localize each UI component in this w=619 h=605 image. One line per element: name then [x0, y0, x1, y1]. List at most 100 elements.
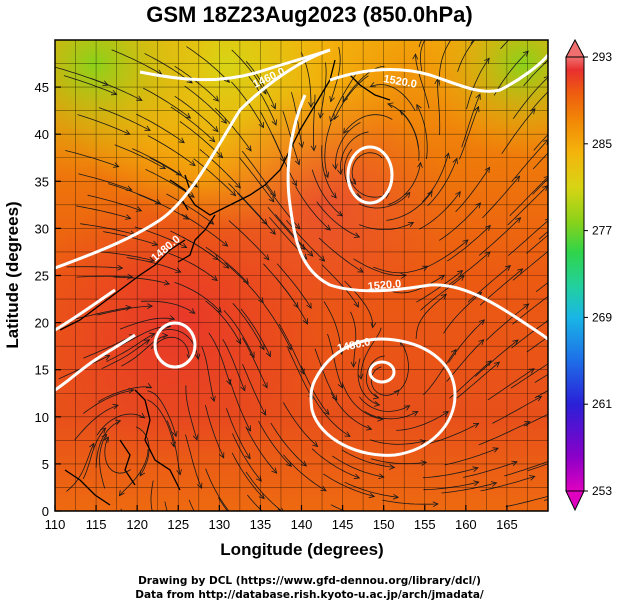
streamline: [461, 94, 481, 148]
streamline-arrow: [427, 190, 433, 197]
streamline: [508, 220, 548, 256]
streamline-arrow: [260, 409, 267, 416]
streamline-arrow: [265, 350, 271, 358]
streamline-arrow: [420, 460, 428, 466]
streamline: [66, 443, 95, 492]
streamline-arrow: [143, 339, 151, 345]
y-tick-label: 15: [35, 363, 49, 378]
streamline-arrow: [136, 95, 143, 101]
data-source: Data from http://database.rish.kyoto-u.a…: [135, 589, 484, 601]
streamline-arrow: [450, 34, 455, 40]
x-tick-label: 165: [496, 517, 518, 532]
streamline-arrow: [475, 202, 482, 209]
streamline-arrow: [555, 492, 561, 497]
streamline: [287, 348, 314, 399]
streamline: [535, 281, 548, 293]
streamline-arrow: [100, 427, 107, 434]
streamline: [223, 310, 255, 358]
streamline: [511, 320, 548, 349]
streamline: [527, 463, 548, 472]
streamline: [208, 332, 231, 385]
streamline: [201, 346, 215, 402]
colorbar: 293 285 277 269 261 253: [565, 38, 612, 512]
chart-title: GSM 18Z23Aug2023 (850.0hPa): [146, 2, 473, 27]
streamline: [98, 386, 152, 402]
x-tick-label: 130: [208, 517, 230, 532]
streamline-arrow: [163, 279, 171, 286]
streamline: [76, 205, 131, 219]
streamline: [205, 300, 242, 344]
streamline-arrow: [226, 378, 232, 386]
streamline-arrow: [452, 157, 458, 165]
colorbar-label: 293: [592, 50, 612, 64]
streamline: [370, 84, 416, 112]
streamline: [149, 157, 198, 188]
streamline: [193, 158, 236, 196]
streamline-arrow: [491, 481, 498, 487]
streamline-arrow: [159, 163, 167, 170]
streamline: [106, 333, 155, 362]
streamline-arrow: [337, 168, 343, 176]
streamline-arrow: [323, 171, 330, 179]
y-tick-label: 10: [35, 410, 49, 425]
streamline-arrow: [522, 50, 529, 57]
streamline: [318, 237, 364, 273]
y-tick-label: 45: [35, 80, 49, 95]
colorbar-label: 269: [592, 310, 612, 324]
streamline-arrow: [269, 228, 276, 235]
streamline-arrow: [222, 240, 229, 247]
x-tick-label: 140: [291, 517, 313, 532]
colorbar-bottom-arrow: [565, 490, 585, 512]
colorbar-label: 277: [592, 224, 612, 238]
streamline-arrow: [300, 460, 307, 467]
streamline-arrow: [230, 190, 237, 197]
streamline: [444, 447, 499, 466]
y-axis-label: Latitude (degrees): [3, 201, 22, 348]
streamline: [438, 202, 481, 241]
streamline-arrow: [320, 534, 326, 539]
streamline: [448, 319, 485, 363]
streamline: [533, 133, 548, 151]
streamline-arrow: [407, 221, 415, 228]
streamline: [430, 40, 432, 42]
streamline: [534, 373, 548, 383]
streamline: [511, 139, 548, 182]
streamline: [283, 402, 318, 447]
streamline-arrow: [170, 441, 176, 448]
streamline-arrow: [294, 223, 301, 230]
colorbar-label: 285: [592, 137, 612, 151]
streamline: [351, 152, 383, 185]
streamline-arrow: [323, 408, 330, 416]
streamline: [419, 40, 426, 72]
streamline-arrow: [353, 301, 359, 308]
streamline: [114, 144, 166, 169]
streamline: [399, 110, 420, 161]
streamline-arrow: [416, 103, 422, 111]
streamline: [330, 504, 346, 511]
streamline-arrow: [242, 277, 249, 285]
streamline: [316, 201, 360, 238]
streamline-arrow: [101, 433, 108, 440]
streamline-arrow: [219, 452, 225, 459]
streamline: [480, 476, 535, 492]
streamline-arrow: [387, 102, 394, 108]
streamline: [247, 494, 263, 511]
streamline: [113, 276, 170, 285]
streamline: [174, 65, 219, 102]
streamline-arrow: [399, 109, 406, 116]
streamline-arrow: [234, 182, 242, 189]
streamline: [276, 263, 312, 309]
streamline: [457, 40, 476, 72]
streamline-arrow: [551, 315, 557, 320]
streamline: [509, 176, 548, 217]
streamline: [392, 274, 445, 294]
streamline: [369, 439, 426, 445]
streamline: [441, 482, 497, 494]
streamline-arrow: [192, 434, 199, 441]
streamline: [185, 434, 202, 489]
streamline-arrow: [271, 119, 277, 126]
streamline: [135, 426, 150, 477]
temperature-field: 1520.0 1520.0 1480.0 1460.0 1480.0: [55, 34, 561, 539]
streamline: [523, 413, 548, 427]
streamline-arrow: [281, 507, 284, 511]
